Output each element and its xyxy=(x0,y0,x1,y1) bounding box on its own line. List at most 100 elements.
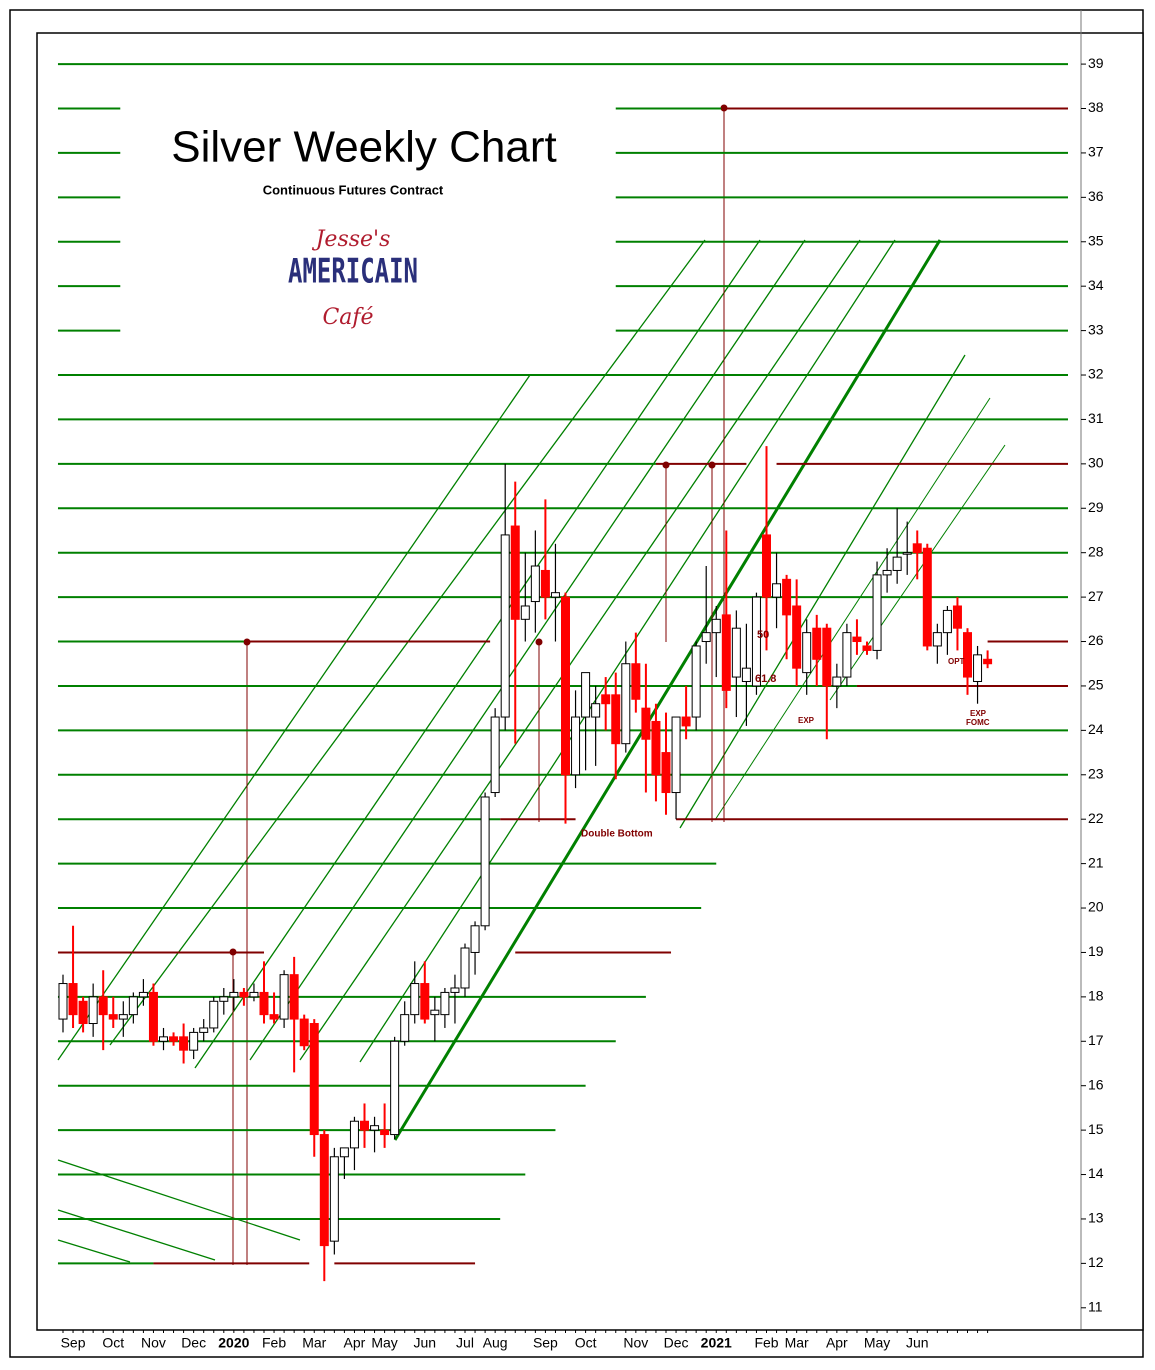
candle-body xyxy=(390,1040,400,1136)
candle-body xyxy=(470,925,480,953)
candle-body xyxy=(88,996,98,1025)
candle-body xyxy=(812,627,822,660)
candle-body xyxy=(490,716,500,794)
candle-body xyxy=(169,1036,179,1042)
candle-body xyxy=(601,694,611,705)
candle-body xyxy=(58,983,68,1020)
x-tick-label: Dec xyxy=(181,1335,206,1351)
x-tick-label: Apr xyxy=(826,1335,848,1351)
candle-body xyxy=(550,592,560,598)
y-tick-label: 33 xyxy=(1088,321,1104,337)
fan-line xyxy=(249,239,806,1061)
x-tick-label: Nov xyxy=(141,1335,166,1351)
candle-body xyxy=(78,1000,88,1025)
annotation: FOMC xyxy=(966,718,990,727)
candle-body xyxy=(269,1014,279,1020)
y-tick-label: 30 xyxy=(1088,455,1104,471)
candle-body xyxy=(450,987,460,993)
y-tick-label: 37 xyxy=(1088,144,1104,160)
candle-body xyxy=(148,991,158,1042)
candle-body xyxy=(792,605,802,669)
y-tick-label: 19 xyxy=(1088,943,1104,959)
candle-body xyxy=(661,752,671,794)
logo-middle: AMERICAIN xyxy=(288,252,418,292)
y-tick-label: 26 xyxy=(1088,632,1104,648)
y-tick-label: 25 xyxy=(1088,677,1104,693)
candle-body xyxy=(731,627,741,678)
chart-subtitle: Continuous Futures Contract xyxy=(263,182,444,197)
candle-body xyxy=(259,991,269,1016)
annotation: EXP xyxy=(970,709,987,718)
fan-line xyxy=(57,1239,131,1263)
candle-body xyxy=(128,996,138,1016)
y-tick-label: 14 xyxy=(1088,1165,1104,1181)
candle-body xyxy=(410,983,420,1016)
y-tick-label: 29 xyxy=(1088,499,1104,515)
x-tick-label: Sep xyxy=(61,1335,86,1351)
candle-body xyxy=(138,991,148,998)
pivot-dot xyxy=(535,638,543,646)
candle-body xyxy=(159,1036,168,1042)
candle-body xyxy=(239,991,249,998)
logo-backdrop xyxy=(280,222,425,334)
candle-body xyxy=(892,556,902,571)
chart-title: Silver Weekly Chart xyxy=(171,123,557,172)
y-tick-label: 39 xyxy=(1088,55,1104,71)
candle-body xyxy=(480,796,490,927)
candle-body xyxy=(339,1147,349,1158)
fan-line xyxy=(57,374,531,1061)
candle-body xyxy=(189,1031,199,1051)
candle-body xyxy=(510,525,520,620)
candle-body xyxy=(671,716,681,794)
candle-body xyxy=(882,569,892,576)
candle-body xyxy=(842,632,852,678)
candle-body xyxy=(932,632,942,647)
y-tick-label: 11 xyxy=(1088,1298,1103,1314)
candle-body xyxy=(209,1000,219,1029)
x-tick-label: Feb xyxy=(262,1335,286,1351)
candle-body xyxy=(862,645,872,651)
candle-body xyxy=(530,565,540,603)
candle-body xyxy=(832,676,842,687)
candle-body xyxy=(400,1014,410,1042)
y-tick-label: 27 xyxy=(1088,588,1104,604)
candle-body xyxy=(591,703,601,718)
y-tick-label: 24 xyxy=(1088,721,1104,737)
fan-line xyxy=(359,239,896,1063)
candle-body xyxy=(651,720,661,776)
candle-body xyxy=(540,569,550,598)
candle-body xyxy=(611,694,621,745)
logo-bottom: Café xyxy=(322,305,373,330)
candle-body xyxy=(701,632,711,643)
candle-body xyxy=(983,658,993,665)
x-tick-label: Sep xyxy=(533,1335,558,1351)
y-tick-label: 22 xyxy=(1088,810,1104,826)
x-tick-label: Aug xyxy=(483,1335,508,1351)
candle-body xyxy=(942,609,952,634)
x-tick-label: Nov xyxy=(623,1335,648,1351)
candle-body xyxy=(98,996,108,1016)
y-tick-label: 23 xyxy=(1088,765,1104,781)
candle-body xyxy=(440,991,450,1016)
fan-line xyxy=(714,397,991,821)
candle-body xyxy=(631,663,641,700)
candle-body xyxy=(741,667,751,683)
annotation: 50 xyxy=(757,629,769,641)
candle-body xyxy=(108,1014,118,1020)
candle-body xyxy=(430,1009,440,1016)
y-tick-label: 38 xyxy=(1088,99,1104,115)
candle-body xyxy=(460,947,470,989)
y-tick-label: 31 xyxy=(1088,410,1104,426)
candle-body xyxy=(952,605,962,629)
y-tick-label: 16 xyxy=(1088,1076,1104,1092)
candle-body xyxy=(199,1027,209,1033)
candle-body xyxy=(912,543,922,554)
candle-body xyxy=(772,583,782,598)
y-tick-label: 34 xyxy=(1088,277,1104,293)
candle-body xyxy=(802,632,812,674)
candle-body xyxy=(420,983,430,1020)
candle-body xyxy=(762,534,771,598)
candle-body xyxy=(681,716,691,727)
candle-body xyxy=(973,654,983,682)
x-tick-label: Jun xyxy=(906,1335,929,1351)
